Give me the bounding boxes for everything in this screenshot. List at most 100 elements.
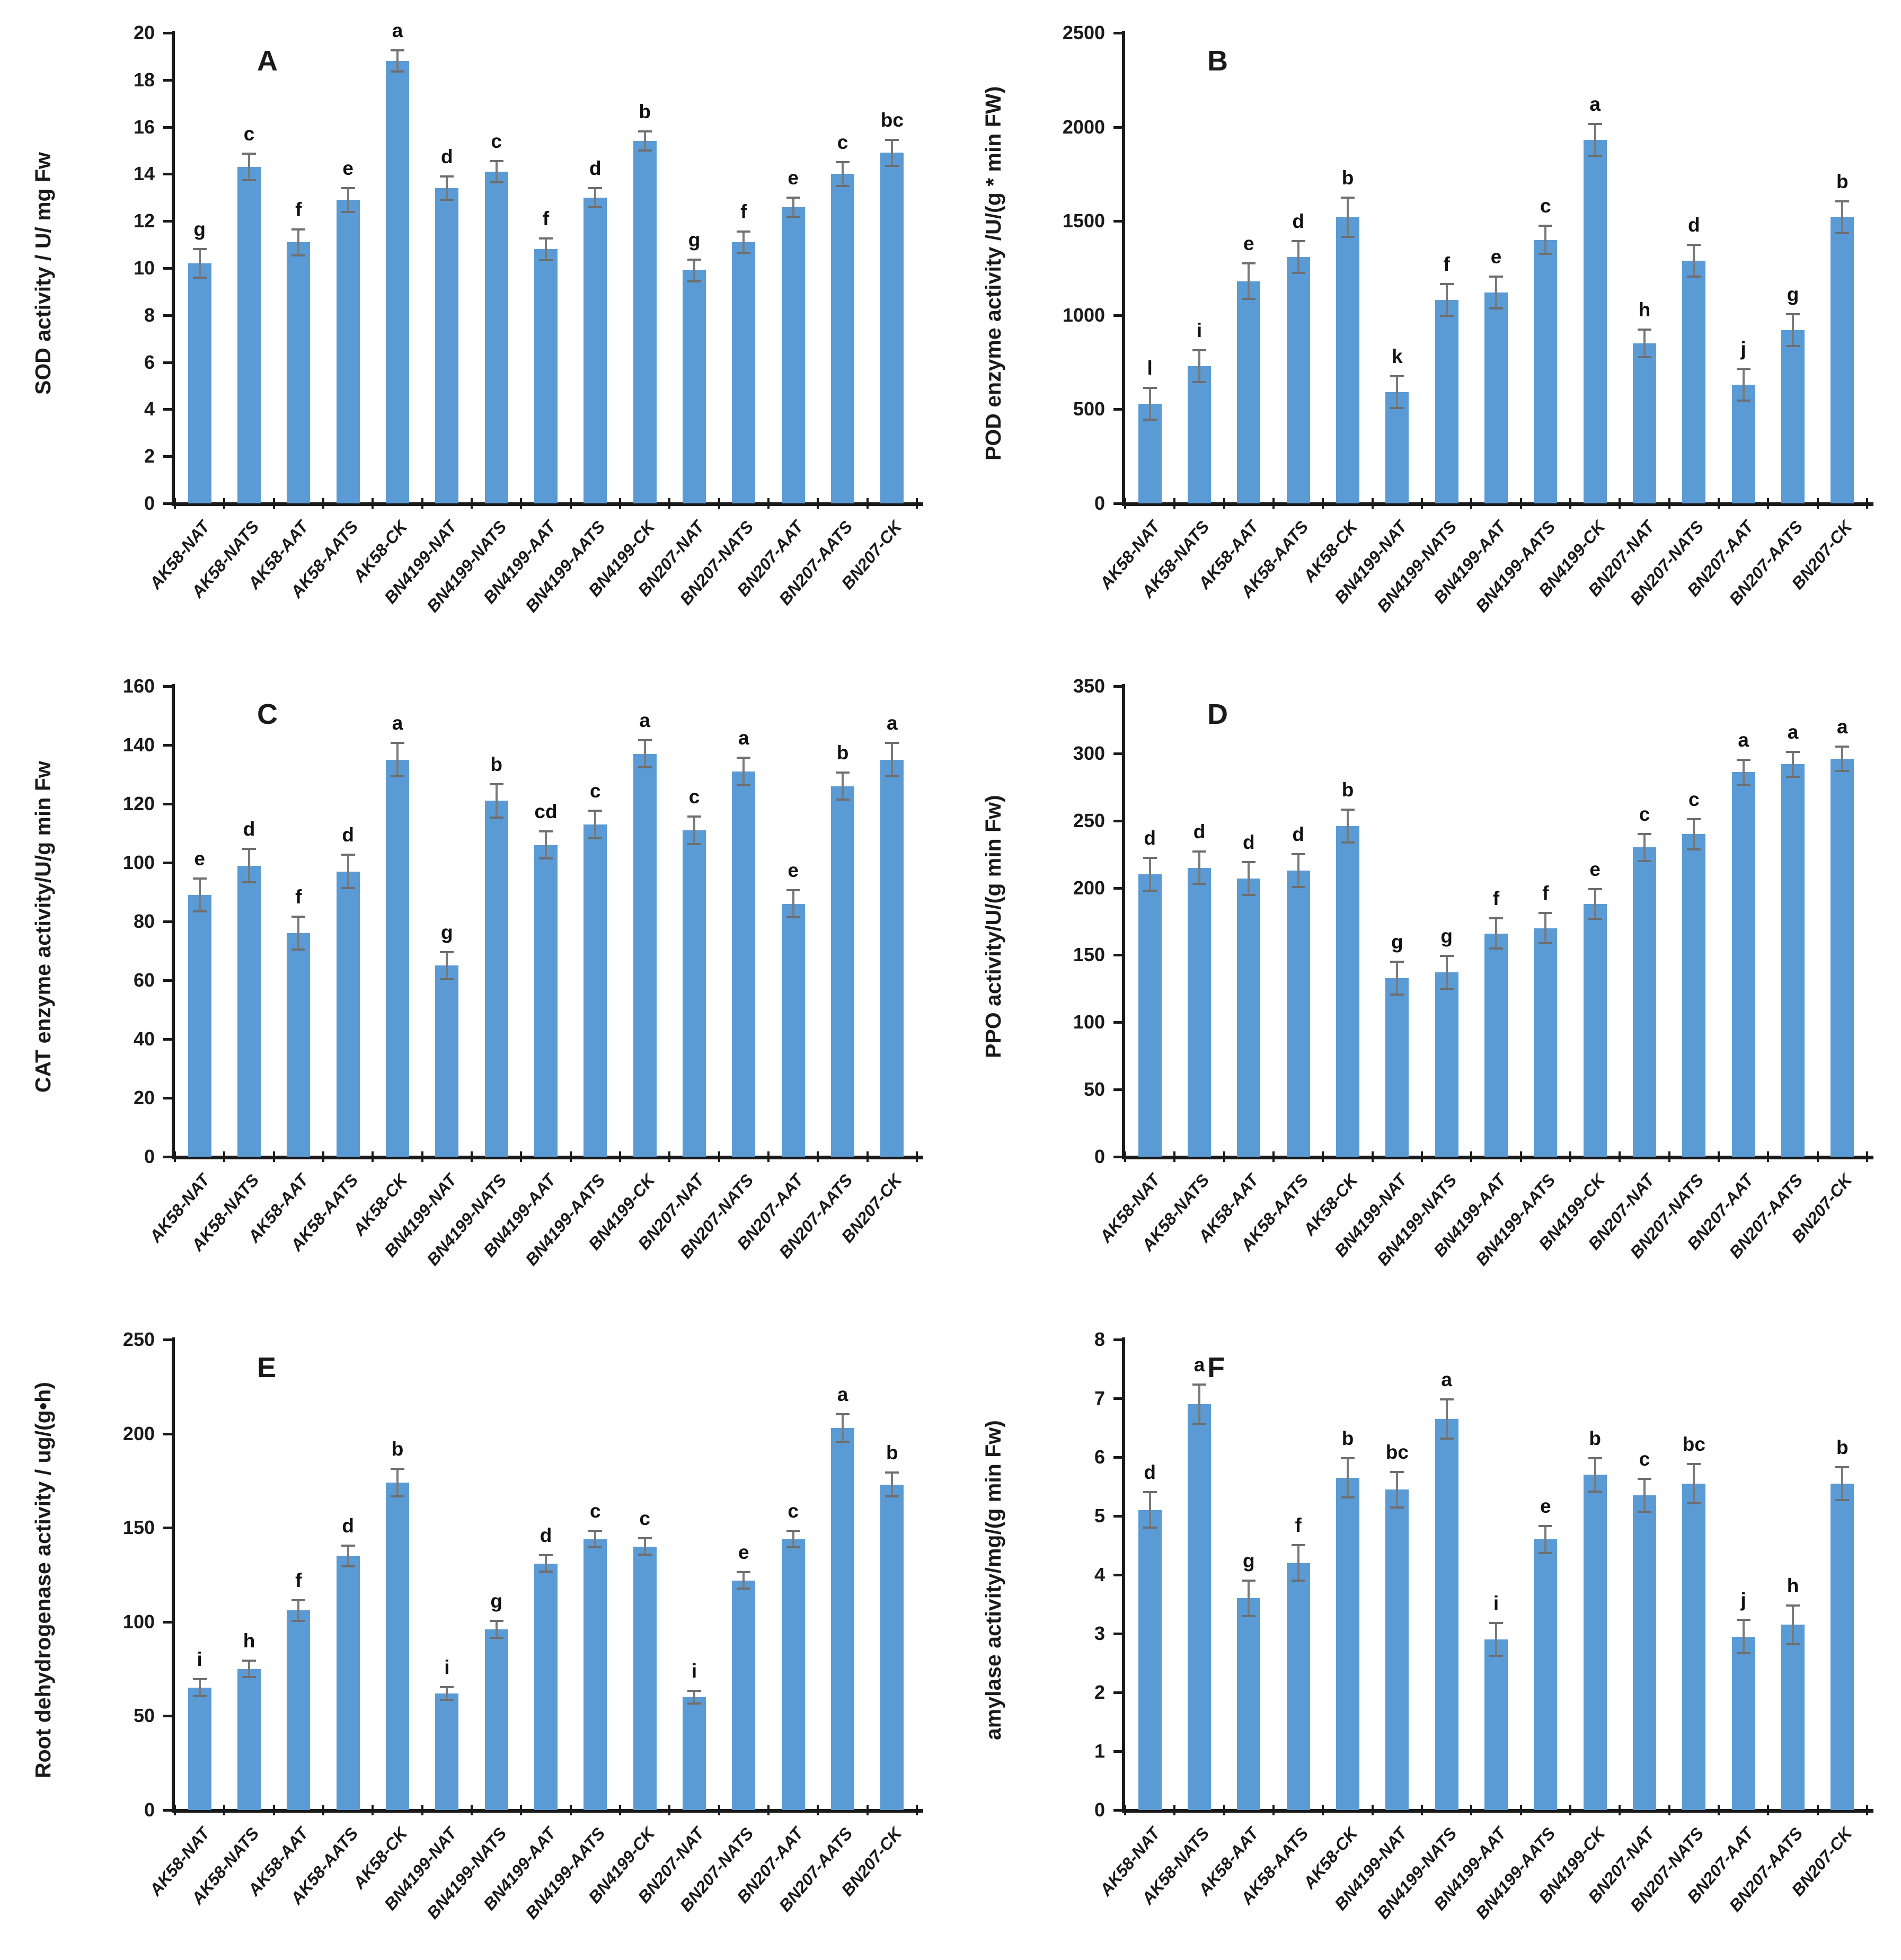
significance-letter: c [590, 780, 601, 802]
bar-BN207-CK [880, 1484, 904, 1810]
error-bar [1687, 1463, 1701, 1504]
x-axis-tick [272, 498, 275, 509]
panel-letter: C [257, 698, 278, 730]
x-tick-label: BN4199-AATS [1472, 1824, 1559, 1923]
x-axis-line [172, 1809, 923, 1813]
y-axis-tick [1113, 954, 1122, 957]
x-axis-tick [372, 1151, 374, 1162]
y-axis-tick-label: 0 [144, 1799, 155, 1821]
x-axis-tick [223, 498, 226, 509]
chart-panel-F: amylase activity/mg/(g min Fw) F 0 1 2 3 4 5 6 7 8… [950, 1307, 1900, 1960]
bar-BN4199-NATS [484, 171, 508, 503]
y-axis-tick [163, 1156, 172, 1158]
x-axis-tick [174, 498, 176, 509]
y-axis-tick [163, 1620, 172, 1624]
error-bar [885, 138, 899, 167]
error-bar [1192, 1383, 1206, 1425]
error-bar [638, 130, 652, 152]
error-bar [1143, 1491, 1157, 1529]
bar-BN207-AAT [1731, 385, 1755, 503]
bar-AK58-AATS [336, 1556, 360, 1810]
bar-AK58-CK [1336, 1477, 1359, 1810]
bar-BN207-NAT [683, 1697, 706, 1810]
x-axis-tick [223, 1805, 226, 1815]
y-axis-tick [163, 408, 172, 411]
bar-BN4199-CK [633, 1546, 657, 1810]
bar-BN4199-CK [633, 753, 657, 1157]
y-axis-tick-label: 0 [144, 1146, 155, 1167]
error-bar [588, 1529, 603, 1549]
x-axis-tick [619, 498, 621, 509]
x-axis-tick [817, 1805, 819, 1815]
y-axis-tick [1113, 1574, 1122, 1576]
y-axis-tick-label: 250 [122, 1328, 155, 1350]
bar-BN207-AAT [1731, 1636, 1755, 1810]
bar-BN4199-AATS [583, 1539, 607, 1810]
error-bar [588, 810, 603, 839]
bar-AK58-CK [1336, 826, 1359, 1157]
error-bar [1786, 750, 1800, 778]
bar-BN4199-CK [1583, 904, 1607, 1157]
significance-letter: c [590, 1500, 601, 1522]
significance-letter: i [444, 1656, 450, 1678]
significance-letter: i [691, 1660, 697, 1682]
x-tick-label: BN207-NATS [676, 1824, 757, 1915]
x-axis-line [172, 1156, 923, 1159]
y-axis-tick-label: 1500 [1062, 210, 1105, 232]
x-axis-tick [1569, 1151, 1571, 1162]
significance-letter: bc [1385, 1441, 1409, 1463]
x-axis-tick [322, 498, 324, 509]
y-axis-tick-label: 40 [133, 1028, 155, 1050]
x-axis-tick [1767, 498, 1770, 509]
error-bar [1291, 1544, 1305, 1582]
significance-letter: a [1193, 1354, 1205, 1376]
bar-BN4199-AAT [534, 1563, 558, 1810]
bar-AK58-NAT [188, 1688, 211, 1810]
bar-AK58-AATS [336, 871, 360, 1157]
x-axis-tick [421, 1151, 423, 1162]
x-axis-tick [866, 498, 869, 509]
significance-letter: d [441, 145, 453, 167]
y-axis-tick-label: 8 [144, 304, 155, 326]
significance-letter: c [639, 1507, 650, 1529]
significance-letter: b [1341, 167, 1354, 189]
significance-letter: bc [1682, 1433, 1705, 1456]
significance-letter: l [1147, 357, 1153, 379]
bar-BN207-AAT [781, 1539, 805, 1810]
y-axis-line [172, 31, 175, 505]
x-axis-tick [1272, 1151, 1275, 1162]
x-axis-tick [520, 1151, 523, 1162]
bar-BN207-NATS [732, 1580, 756, 1810]
significance-letter: f [1295, 1514, 1302, 1537]
bar-BN207-NATS [1682, 1483, 1706, 1810]
x-tick-label: AK58-AAT [1195, 1170, 1262, 1246]
bar-BN4199-CK [1583, 1475, 1607, 1810]
y-axis-tick [163, 455, 172, 458]
x-axis-tick [1668, 498, 1670, 509]
significance-letter: c [1540, 195, 1551, 217]
chart-panel-D: PPO activity/U/(g min Fw) D 0 50 100 150 200 25… [950, 653, 1900, 1307]
y-axis-tick-label: 16 [133, 116, 155, 138]
error-bar [786, 889, 800, 919]
y-axis-tick-label: 5 [1094, 1505, 1105, 1527]
y-axis-tick [163, 314, 172, 317]
y-axis-tick-label: 12 [133, 210, 155, 232]
error-bar [489, 159, 503, 184]
x-axis-tick [619, 1805, 621, 1815]
significance-letter: h [1787, 1574, 1799, 1597]
x-axis-tick [1519, 498, 1522, 509]
error-bar [192, 1678, 207, 1697]
y-axis-tick [1113, 1691, 1122, 1694]
x-tick-label: AK58-AAT [244, 1170, 312, 1246]
error-bar [1786, 313, 1800, 348]
y-axis-tick-label: 0 [1094, 1146, 1105, 1167]
y-axis-tick [1113, 1397, 1122, 1400]
x-axis-tick [1173, 498, 1176, 509]
x-axis-tick [1124, 1805, 1126, 1815]
x-axis-tick [1718, 1805, 1720, 1815]
panel-letter: F [1207, 1352, 1225, 1383]
x-axis-tick [1866, 498, 1868, 509]
significance-letter: j [1740, 1589, 1746, 1611]
bar-AK58-AAT [1237, 281, 1261, 503]
